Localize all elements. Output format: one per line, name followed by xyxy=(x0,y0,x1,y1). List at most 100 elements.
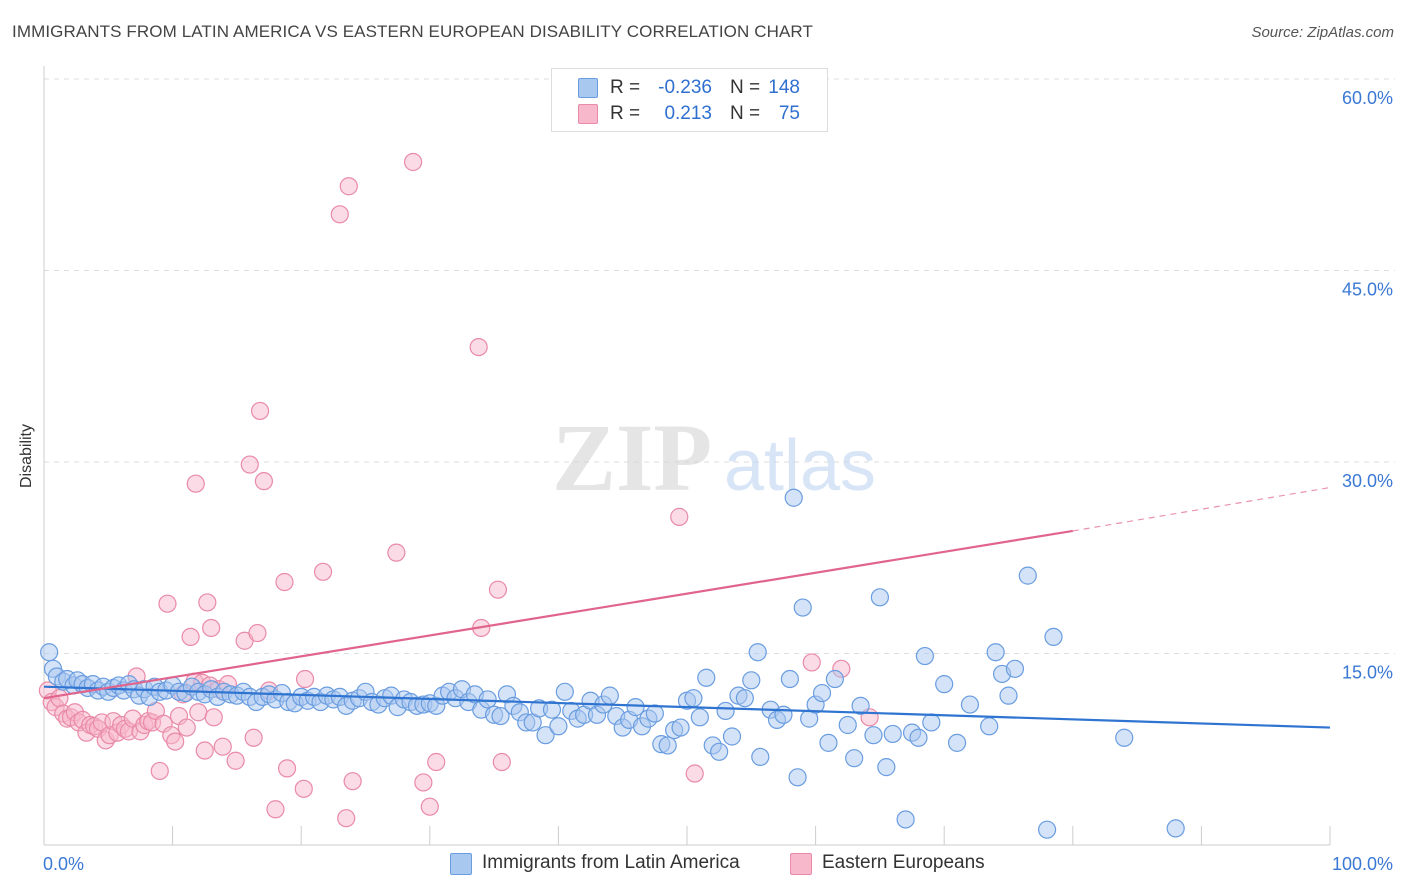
watermark-zip: ZIP xyxy=(552,404,712,511)
legend-row-eastern-europeans: R = 0.213 N = 75 xyxy=(552,101,827,127)
trend-line-latin-america xyxy=(43,685,1331,729)
y-tick-label: 45.0% xyxy=(1342,280,1393,300)
latin-america-point xyxy=(864,726,883,745)
legend-n-value: 148 xyxy=(768,77,800,98)
latin-america-point xyxy=(812,683,832,703)
latin-america-point xyxy=(542,700,562,719)
eastern-europeans-point xyxy=(414,773,433,792)
legend-swatch-pink xyxy=(790,853,812,875)
eastern-europeans-point xyxy=(186,474,205,493)
eastern-europeans-point xyxy=(195,741,214,760)
eastern-europeans-point xyxy=(202,618,221,638)
axes xyxy=(43,66,1331,846)
latin-america-point xyxy=(716,701,735,721)
eastern-europeans-point xyxy=(226,751,245,770)
latin-america-point xyxy=(735,689,754,708)
eastern-europeans-point xyxy=(166,732,185,751)
latin-america-point xyxy=(960,695,980,714)
latin-america-point xyxy=(549,717,568,736)
legend-label: Immigrants from Latin America xyxy=(482,852,740,873)
eastern-europeans-point xyxy=(330,205,349,224)
latin-america-point xyxy=(999,686,1018,705)
latin-america-point xyxy=(819,733,838,752)
latin-america-point xyxy=(478,690,497,709)
latin-america-point xyxy=(845,749,864,768)
trend-line-extension xyxy=(1072,486,1331,532)
eastern-europeans-point xyxy=(670,507,689,526)
latin-america-point xyxy=(748,643,767,662)
legend-n-value: 75 xyxy=(778,103,800,124)
latin-america-point xyxy=(877,758,896,777)
eastern-europeans-point xyxy=(248,623,267,643)
eastern-europeans-point xyxy=(313,562,333,581)
latin-america-point xyxy=(555,682,574,701)
y-tick-label: 15.0% xyxy=(1342,663,1393,683)
legend-swatch-blue xyxy=(578,78,598,98)
eastern-europeans-point xyxy=(275,572,294,592)
latin-america-point xyxy=(671,718,690,737)
eastern-europeans-point xyxy=(50,689,69,708)
latin-america-point xyxy=(986,643,1005,662)
latin-america-point xyxy=(915,646,935,666)
eastern-europeans-point xyxy=(244,728,263,747)
latin-america-point xyxy=(947,733,967,752)
latin-america-point xyxy=(722,727,742,746)
latin-america-point xyxy=(788,768,807,787)
eastern-europeans-point xyxy=(198,593,217,612)
latin-america-point xyxy=(684,689,703,708)
latin-america-point xyxy=(851,696,870,715)
latin-america-point xyxy=(697,668,716,687)
legend-n-label: N = xyxy=(730,77,761,98)
eastern-europeans-point xyxy=(337,809,356,828)
latin-america-point xyxy=(742,671,761,690)
eastern-europeans-point xyxy=(802,653,821,672)
eastern-europeans-point xyxy=(488,580,508,599)
latin-america-point xyxy=(645,704,664,723)
series-latin-america xyxy=(40,488,1185,839)
legend-r-label: R = xyxy=(610,77,641,98)
latin-america-point xyxy=(838,715,857,735)
correlation-legend: R = -0.236 N = 148 R = 0.213 N = 75 xyxy=(551,68,828,132)
eastern-europeans-point xyxy=(150,761,169,781)
eastern-europeans-point xyxy=(240,455,259,474)
latin-america-point xyxy=(710,742,729,761)
eastern-europeans-point xyxy=(295,669,315,689)
legend-row-latin-america: R = -0.236 N = 148 xyxy=(552,75,827,101)
latin-america-point xyxy=(600,686,619,705)
eastern-europeans-point xyxy=(339,177,358,196)
latin-america-point xyxy=(40,643,59,662)
source-note: Source: ZipAtlas.com xyxy=(1251,24,1394,41)
tick-labels: 15.0% 30.0% 45.0% 60.0% 0.0% 100.0% xyxy=(43,88,1393,874)
eastern-europeans-point xyxy=(403,152,423,172)
legend-n-label: N = xyxy=(730,103,761,124)
latin-america-point xyxy=(1115,728,1134,747)
legend-r-label: R = xyxy=(610,103,641,124)
eastern-europeans-point xyxy=(189,703,208,722)
eastern-europeans-point xyxy=(204,708,223,727)
latin-america-point xyxy=(980,717,999,736)
latin-america-point xyxy=(774,705,793,724)
grid-lines xyxy=(44,78,1395,654)
eastern-europeans-point xyxy=(254,472,274,491)
x-tick-label: 0.0% xyxy=(43,854,84,874)
latin-america-point xyxy=(870,588,890,607)
y-tick-label: 60.0% xyxy=(1342,88,1393,108)
eastern-europeans-point xyxy=(420,797,439,816)
eastern-europeans-point xyxy=(685,764,704,783)
latin-america-point xyxy=(784,488,803,507)
eastern-europeans-point xyxy=(294,779,313,798)
latin-america-point xyxy=(1166,819,1185,838)
latin-america-point xyxy=(1018,566,1037,585)
latin-america-point xyxy=(780,669,799,689)
legend-swatch-blue xyxy=(450,853,472,875)
latin-america-point xyxy=(690,708,709,727)
eastern-europeans-point xyxy=(213,737,232,756)
eastern-europeans-point xyxy=(266,800,285,819)
y-tick-label: 30.0% xyxy=(1342,471,1393,491)
latin-america-point xyxy=(896,810,915,829)
trend-line-eastern-europeans xyxy=(43,529,1073,700)
eastern-europeans-point xyxy=(177,718,196,737)
watermark: ZIP atlas xyxy=(552,404,876,511)
legend-r-value: -0.236 xyxy=(658,77,712,98)
